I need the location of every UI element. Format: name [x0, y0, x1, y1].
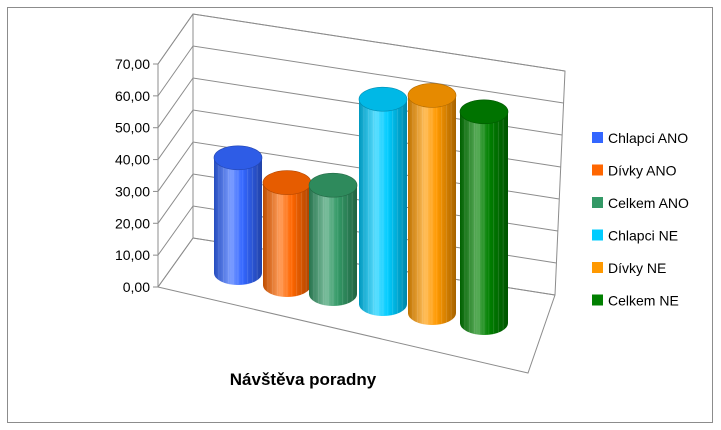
y-tick-label: 30,00: [115, 183, 150, 199]
legend-swatch: [592, 132, 603, 143]
y-axis-ticks: 0,00 10,00 20,00 30,00 40,00 50,00 60,00 70,00: [115, 56, 158, 295]
chart-svg: 0,0010,0020,0030,0040,0050,0060,0070,00 …: [115, 13, 689, 389]
y-tick-label: 50,00: [115, 120, 150, 136]
legend-item: Celkem ANO: [592, 195, 689, 211]
bar-body: [460, 111, 508, 335]
y-tick-label: 10,00: [115, 247, 150, 263]
bar-body: [309, 185, 357, 306]
gridline: [157, 13, 566, 72]
legend-item: Dívky ANO: [592, 163, 677, 179]
bar: [459, 99, 509, 335]
bar-top: [308, 172, 358, 198]
legend-label: Celkem ANO: [608, 195, 689, 211]
bar-body: [359, 99, 407, 316]
legend-label: Dívky ANO: [608, 163, 677, 179]
bar-top: [459, 99, 509, 125]
legend: Chlapci ANO Dívky ANO Celkem ANO Chlapci NE…: [592, 130, 689, 309]
bar: [358, 86, 408, 316]
legend-swatch: [592, 262, 603, 273]
bar-body: [214, 157, 262, 285]
legend-swatch: [592, 294, 603, 306]
y-tick-label: 40,00: [115, 152, 150, 168]
bar: [262, 170, 312, 297]
legend-item: Dívky NE: [592, 260, 666, 276]
bars: [213, 83, 509, 335]
legend-label: Celkem NE: [608, 293, 679, 309]
bar-top: [213, 145, 263, 171]
legend-label: Chlapci ANO: [608, 130, 688, 146]
legend-item: Celkem NE: [592, 293, 679, 309]
bar-body: [408, 95, 456, 326]
y-tick-label: 20,00: [115, 215, 150, 231]
legend-swatch: [592, 197, 603, 208]
bar: [213, 145, 263, 285]
bar-top: [407, 83, 457, 108]
legend-swatch: [592, 229, 603, 241]
chart-area: 0,00 10,00 20,00 30,00 40,00 50,00 60,00 70,00 …: [7, 7, 713, 423]
legend-label: Chlapci NE: [608, 228, 678, 244]
legend-label: Dívky NE: [608, 260, 666, 276]
y-tick-label: 0,00: [123, 279, 150, 295]
bar-body: [263, 182, 311, 297]
bar-top: [262, 170, 312, 195]
legend-item: Chlapci ANO: [592, 130, 688, 146]
y-tick-label: 70,00: [115, 56, 150, 72]
legend-swatch: [592, 164, 603, 176]
bar-top: [358, 86, 408, 112]
bar: [407, 83, 457, 326]
chart-title: Návštěva poradny: [230, 370, 377, 389]
bar: [308, 172, 358, 306]
y-tick-label: 60,00: [115, 88, 150, 104]
legend-item: Chlapci NE: [592, 228, 678, 244]
